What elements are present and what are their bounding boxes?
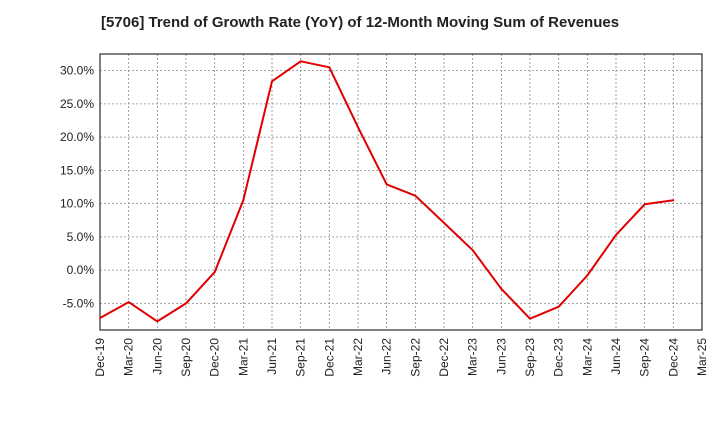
y-tick-label: 10.0% bbox=[60, 197, 94, 211]
y-tick-label: 25.0% bbox=[60, 97, 94, 111]
x-tick-label: Mar-25 bbox=[695, 338, 709, 376]
x-tick-label: Jun-20 bbox=[150, 338, 164, 375]
x-tick-label: Sep-24 bbox=[638, 338, 652, 377]
x-tick-label: Dec-19 bbox=[93, 338, 107, 377]
plot-frame bbox=[99, 53, 703, 331]
x-tick-label: Dec-23 bbox=[552, 338, 566, 377]
x-tick-label: Dec-22 bbox=[437, 338, 451, 377]
x-tick-label: Mar-20 bbox=[122, 338, 136, 376]
y-tick-label: 20.0% bbox=[60, 130, 94, 144]
x-tick-label: Jun-21 bbox=[265, 338, 279, 375]
x-tick-label: Sep-21 bbox=[294, 338, 308, 377]
y-tick-label: 30.0% bbox=[60, 64, 94, 78]
y-axis-ticks: -5.0% 0.0% 5.0% 10.0% 15.0% 20.0% 25.0% 30.0% bbox=[60, 64, 94, 311]
chart-title: [5706] Trend of Growth Rate (YoY) of 12-… bbox=[100, 14, 620, 31]
x-tick-label: Dec-24 bbox=[666, 338, 680, 377]
x-axis-ticks: Dec-19 Mar-20 Jun-20 Sep-20 Dec-20 Mar-21 Jun-… bbox=[93, 338, 709, 377]
x-tick-label: Jun-24 bbox=[609, 338, 623, 375]
x-tick-label: Mar-21 bbox=[236, 338, 250, 376]
x-tick-label: Sep-20 bbox=[179, 338, 193, 377]
x-tick-label: Sep-23 bbox=[523, 338, 537, 377]
x-tick-label: Jun-22 bbox=[380, 338, 394, 375]
y-tick-label: 15.0% bbox=[60, 163, 94, 177]
series-lines bbox=[99, 60, 675, 323]
grid-lines bbox=[100, 54, 702, 330]
y-tick-label: 5.0% bbox=[67, 230, 95, 244]
x-tick-label: Dec-21 bbox=[322, 338, 336, 377]
y-tick-label: -5.0% bbox=[63, 296, 95, 310]
y-tick-label: 0.0% bbox=[67, 263, 95, 277]
x-tick-label: Mar-23 bbox=[466, 338, 480, 376]
x-tick-label: Dec-20 bbox=[208, 338, 222, 377]
x-tick-label: Mar-24 bbox=[580, 338, 594, 376]
x-tick-label: Jun-23 bbox=[494, 338, 508, 375]
x-tick-label: Sep-22 bbox=[408, 338, 422, 377]
x-tick-label: Mar-22 bbox=[351, 338, 365, 376]
plot-background bbox=[100, 54, 702, 330]
series-line bbox=[99, 60, 675, 323]
